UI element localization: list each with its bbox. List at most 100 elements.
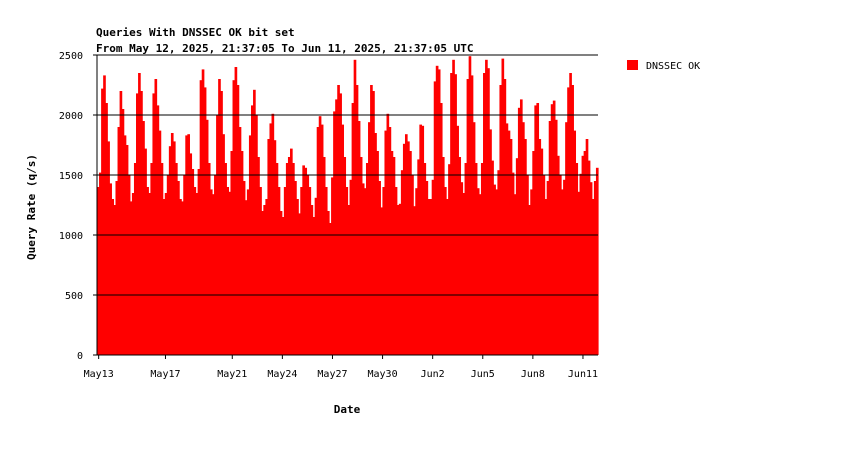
data-bar — [294, 181, 297, 355]
data-bar — [509, 139, 513, 355]
data-bar — [526, 175, 529, 355]
data-bar — [222, 134, 225, 355]
data-bar — [563, 179, 566, 355]
legend: DNSSEC OK — [627, 60, 700, 72]
data-bar — [497, 170, 501, 355]
data-bar — [495, 189, 498, 355]
data-bar — [335, 99, 338, 356]
data-bar — [402, 143, 406, 355]
data-bar — [191, 169, 195, 355]
data-bar — [275, 163, 279, 355]
data-bar — [170, 133, 174, 355]
data-bar — [464, 163, 468, 355]
data-bar — [489, 129, 492, 355]
data-bar — [271, 113, 275, 355]
data-bar — [394, 187, 398, 355]
x-axis-title: Date — [334, 403, 361, 416]
data-bar — [103, 75, 106, 356]
data-bar — [218, 79, 221, 355]
data-bar — [300, 187, 303, 355]
data-bar — [409, 151, 412, 355]
x-tick-label: May13 — [84, 369, 114, 380]
data-bar — [478, 194, 482, 355]
data-bar — [493, 184, 496, 355]
data-bar — [548, 121, 552, 355]
x-tick-label: Jun2 — [421, 369, 445, 380]
data-bar — [589, 182, 593, 355]
data-bar — [265, 199, 269, 355]
data-bar — [333, 111, 336, 356]
axes — [96, 55, 598, 356]
data-bar — [380, 207, 383, 355]
data-bar — [285, 163, 289, 355]
data-bar — [345, 187, 349, 355]
data-bar — [411, 175, 414, 355]
data-bar — [119, 91, 123, 355]
data-bar — [162, 199, 166, 355]
data-bar — [97, 187, 100, 355]
gridlines — [97, 54, 598, 296]
data-bar — [417, 159, 420, 355]
data-bar — [528, 205, 531, 355]
data-bar — [263, 205, 266, 355]
y-tick-label: 1500 — [59, 171, 83, 182]
data-bar — [462, 193, 466, 355]
data-bar — [109, 183, 112, 355]
data-bar — [421, 125, 425, 355]
data-bar — [519, 99, 523, 356]
data-bar — [224, 163, 227, 355]
data-bar — [435, 65, 439, 356]
data-bar — [468, 56, 472, 355]
data-bar — [138, 73, 141, 355]
y-tick-label: 1000 — [59, 231, 83, 242]
data-bar — [113, 205, 117, 355]
data-bar — [244, 200, 248, 355]
data-bar — [189, 153, 193, 355]
y-tick-label: 2000 — [59, 111, 83, 122]
x-tick-label: Jun11 — [568, 369, 598, 380]
data-bar — [532, 151, 535, 355]
data-bar — [427, 199, 431, 355]
data-bar — [125, 145, 129, 355]
data-bar — [425, 181, 429, 355]
data-bar — [439, 103, 443, 355]
data-bar — [172, 141, 176, 355]
data-bar — [517, 107, 521, 355]
x-tick-label: May17 — [150, 369, 180, 380]
data-bar — [404, 134, 408, 355]
data-bar — [595, 167, 599, 355]
data-bar — [246, 189, 250, 355]
data-bar — [261, 211, 264, 355]
data-bar — [238, 127, 242, 355]
data-bar — [127, 175, 131, 355]
data-bar — [279, 211, 283, 355]
data-bar — [304, 167, 308, 355]
data-bar — [571, 85, 574, 355]
y-tick-label: 0 — [77, 351, 83, 362]
data-bar — [117, 127, 121, 355]
data-bar — [123, 135, 127, 355]
data-bar — [277, 187, 281, 355]
data-bar — [240, 151, 244, 355]
data-bar — [384, 130, 388, 355]
data-bar — [353, 59, 357, 356]
data-bar — [160, 163, 164, 355]
data-bar — [363, 188, 367, 355]
data-bar — [433, 81, 437, 356]
data-bar — [179, 199, 182, 355]
data-bar — [209, 189, 213, 355]
x-axis-ticks: May13 May17 May21 May24 May27 May30 Jun2 Jun5 Ju… — [84, 355, 598, 380]
data-bar — [230, 151, 234, 355]
data-bar — [347, 205, 351, 355]
data-bar — [474, 163, 478, 355]
data-bar — [253, 89, 256, 356]
data-bar — [324, 187, 328, 355]
data-bar — [491, 160, 494, 355]
data-bar — [470, 75, 474, 356]
data-bar — [550, 104, 554, 355]
data-bar — [201, 69, 205, 356]
data-bar — [357, 121, 361, 355]
data-bar — [133, 163, 137, 355]
data-bar — [368, 122, 371, 355]
data-bar — [292, 163, 295, 355]
